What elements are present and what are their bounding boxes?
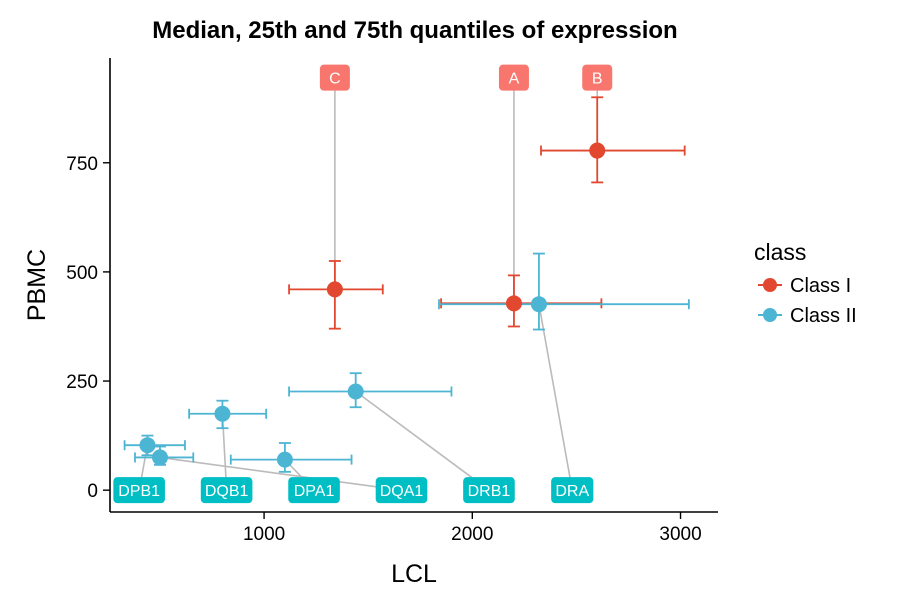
point-drb1 bbox=[347, 383, 364, 400]
point-b bbox=[589, 142, 606, 159]
point-dpa1 bbox=[276, 451, 293, 468]
gene-label-box-a bbox=[498, 64, 529, 91]
gene-label-dpa1: DPA1 bbox=[294, 483, 335, 500]
x-tick-label: 3000 bbox=[659, 524, 701, 545]
gene-label-box-b bbox=[582, 64, 613, 91]
gene-label-box-drb1 bbox=[463, 477, 515, 504]
gene-label-box-dra bbox=[551, 477, 594, 504]
chart-title: Median, 25th and 75th quantiles of expre… bbox=[152, 17, 677, 44]
y-tick-label: 500 bbox=[66, 263, 98, 284]
point-dqb1 bbox=[214, 405, 231, 422]
connector-drb1 bbox=[355, 390, 490, 491]
y-ticks: 0 250 500 750 bbox=[66, 154, 110, 502]
gene-label-box-dpb1 bbox=[113, 477, 165, 504]
gene-label-box-dpa1 bbox=[288, 477, 340, 504]
gene-labels: C A B DPB1 DQB1 DPA1 DQA1 DRB1 DRA bbox=[113, 64, 613, 504]
x-tick-label: 1000 bbox=[243, 524, 285, 545]
gene-label-b: B bbox=[592, 71, 603, 88]
gene-label-dpb1: DPB1 bbox=[118, 483, 160, 500]
legend-title: class bbox=[754, 239, 806, 265]
point-a bbox=[505, 295, 522, 312]
legend-label: Class II bbox=[790, 305, 857, 327]
gene-label-c: C bbox=[329, 71, 341, 88]
x-axis-title: LCL bbox=[391, 560, 437, 588]
legend-key-point bbox=[763, 308, 777, 322]
x-ticks: 1000 2000 3000 bbox=[243, 512, 702, 545]
connectors bbox=[138, 77, 599, 491]
y-tick-label: 750 bbox=[66, 154, 98, 175]
legend-key-point bbox=[763, 278, 777, 292]
connector-dra bbox=[538, 304, 574, 491]
gene-label-box-dqa1 bbox=[375, 477, 428, 504]
y-tick-label: 250 bbox=[66, 372, 98, 393]
connector-dqa1 bbox=[159, 456, 402, 491]
point-dqa1 bbox=[151, 449, 168, 466]
legend-label: Class I bbox=[790, 275, 851, 297]
legend: class Class I Class II bbox=[754, 239, 857, 327]
y-tick-label: 0 bbox=[87, 481, 98, 502]
point-dpb1 bbox=[139, 437, 156, 454]
gene-label-drb1: DRB1 bbox=[468, 483, 511, 500]
gene-label-box-dqb1 bbox=[200, 477, 253, 504]
gene-label-box-c bbox=[319, 64, 350, 91]
point-dra bbox=[530, 296, 547, 313]
gene-label-a: A bbox=[509, 71, 520, 88]
point-c bbox=[326, 281, 343, 298]
plot-area: C A B DPB1 DQB1 DPA1 DQA1 DRB1 DRA bbox=[113, 64, 690, 504]
y-axis-title: PBMC bbox=[23, 249, 51, 321]
x-tick-label: 2000 bbox=[451, 524, 493, 545]
gene-label-dqa1: DQA1 bbox=[380, 483, 424, 500]
axes bbox=[109, 58, 718, 513]
gene-label-dqb1: DQB1 bbox=[205, 483, 249, 500]
gene-label-dra: DRA bbox=[555, 483, 589, 500]
points bbox=[139, 142, 606, 468]
